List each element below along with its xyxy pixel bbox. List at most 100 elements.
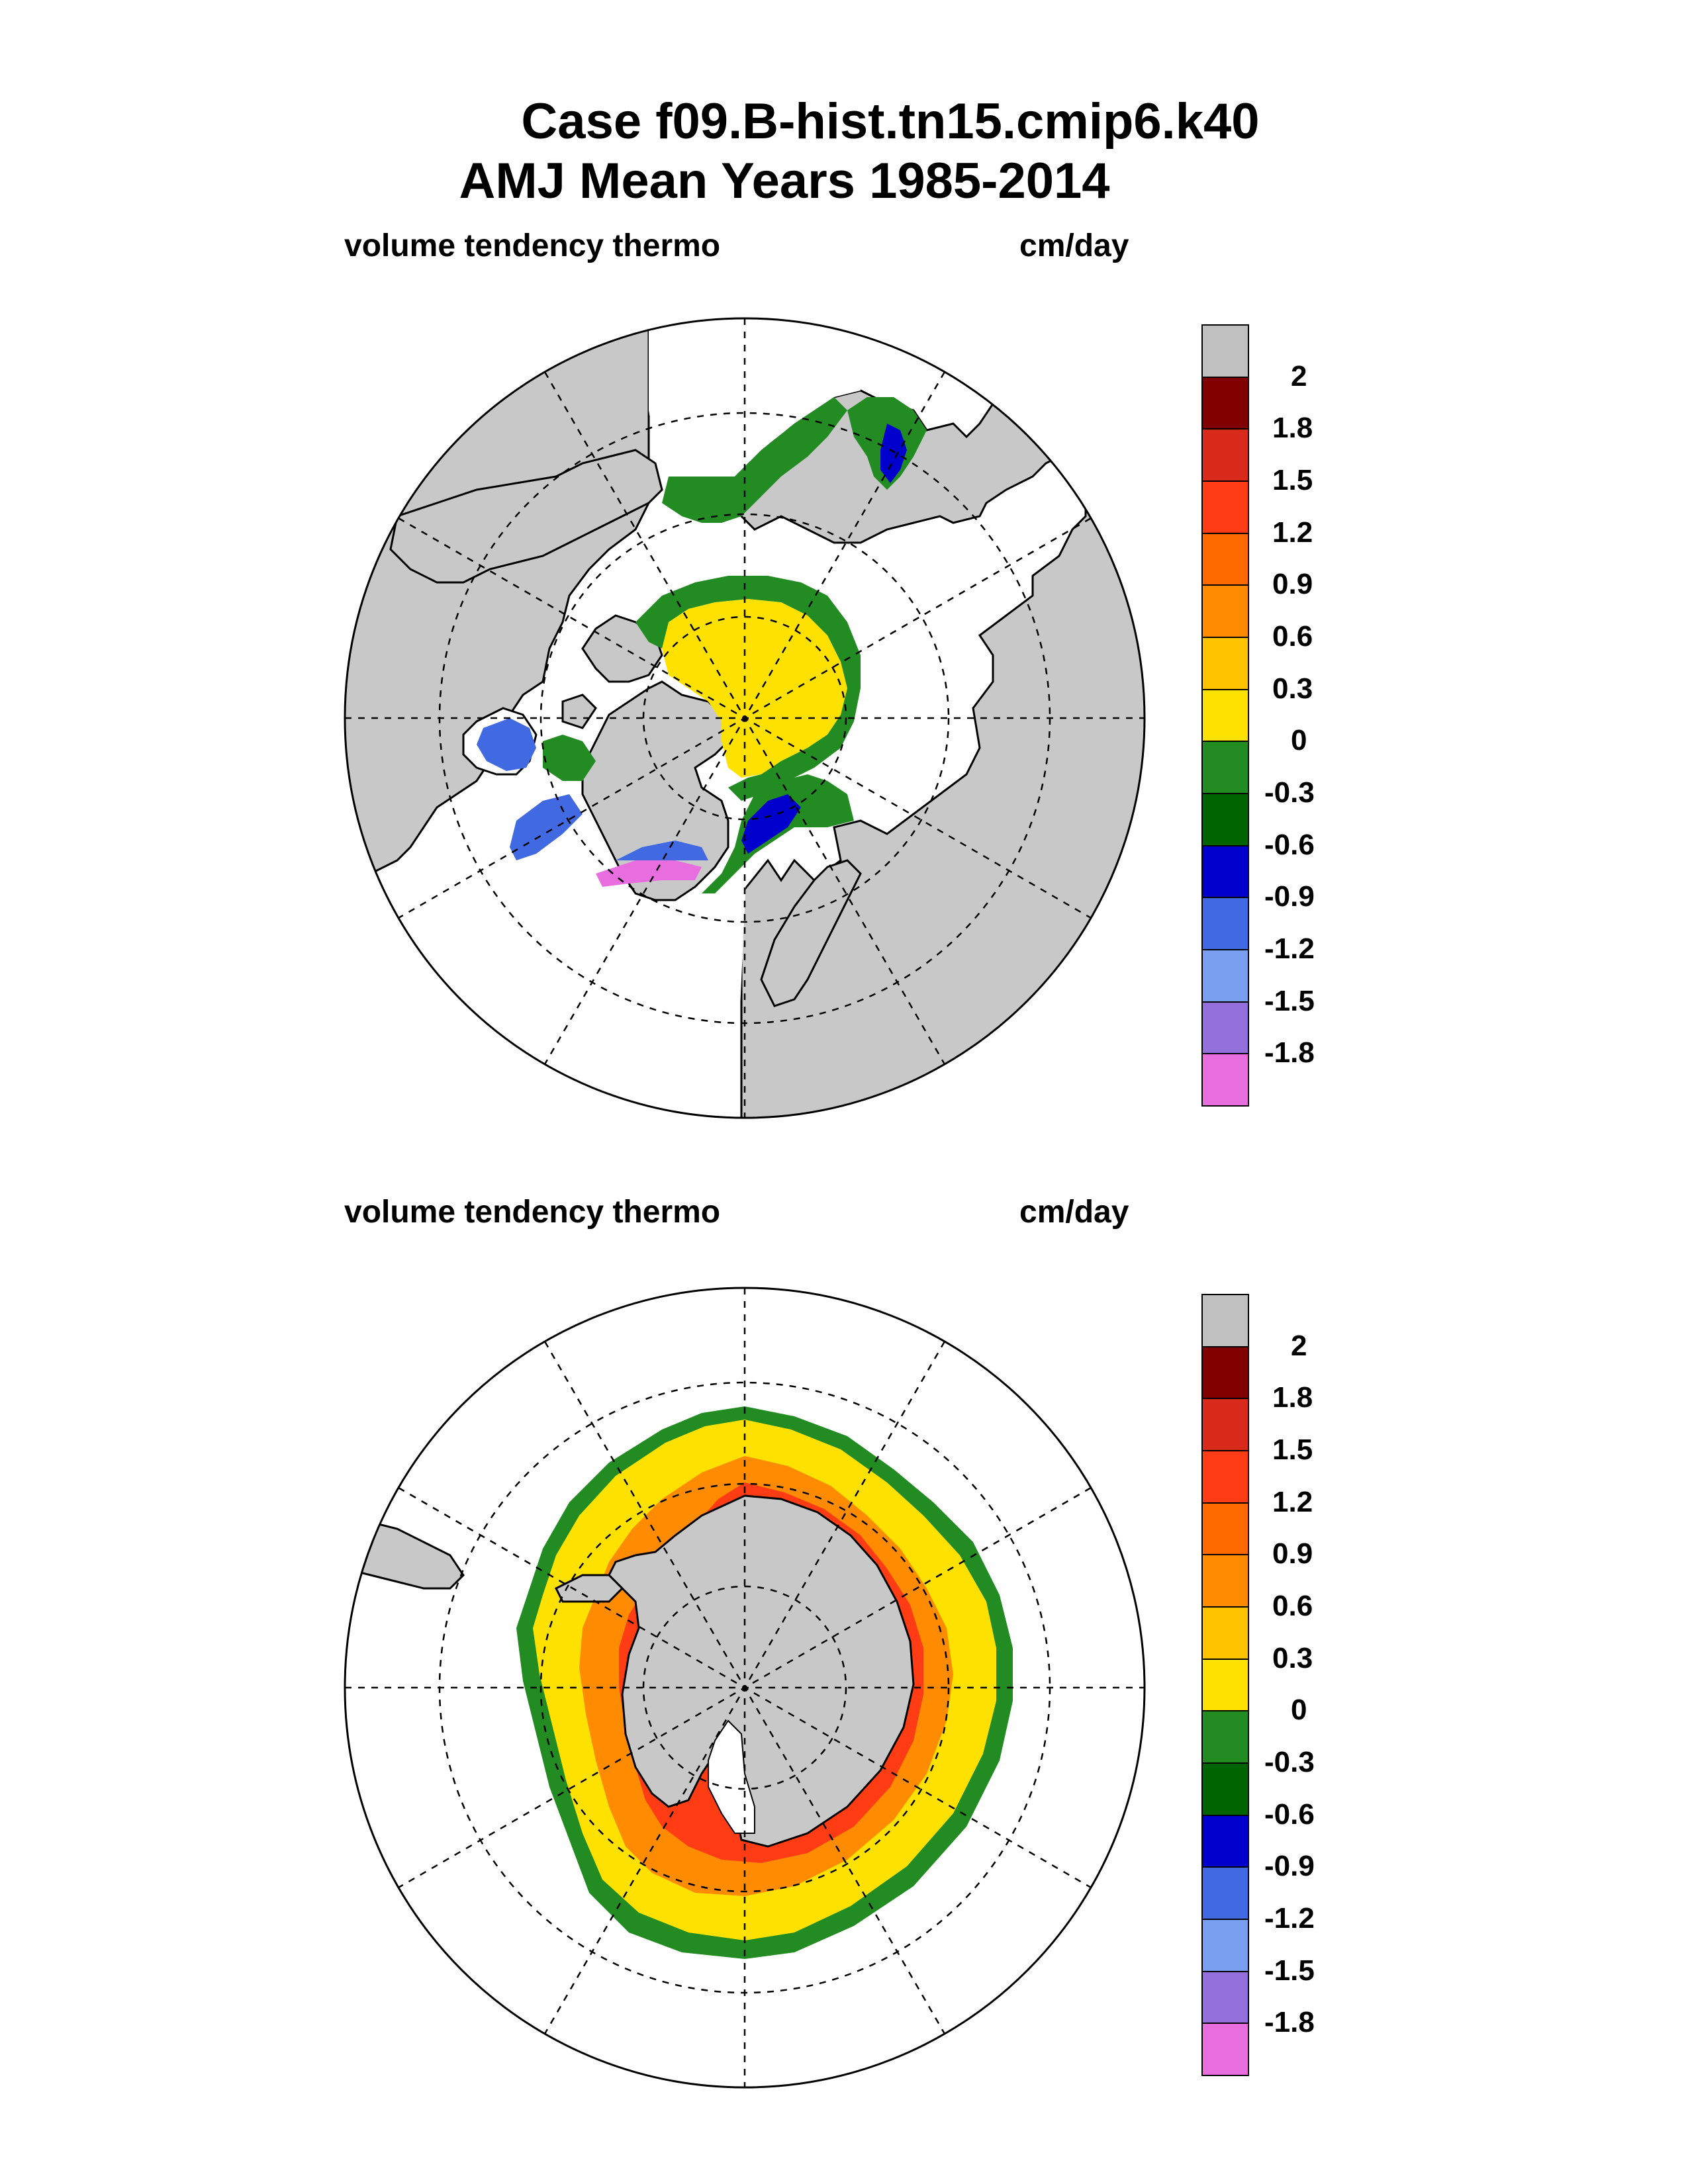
colorbar-south-swatch (1201, 1398, 1249, 1451)
colorbar-south (1201, 1294, 1249, 2076)
south-ocean-weddell-sea (708, 1719, 755, 1834)
north-ice-hudson-blue (477, 718, 536, 771)
north-gridlines (345, 318, 1145, 1118)
colorbar-north-tick-label: -0.6 (1264, 828, 1315, 861)
colorbar-north (1201, 324, 1249, 1107)
colorbar-south-swatch (1201, 1606, 1249, 1660)
south-map-content (345, 1288, 1145, 2087)
colorbar-south-swatch (1201, 1294, 1249, 1347)
colorbar-north-tick-label: 2 (1291, 359, 1307, 392)
colorbar-north-swatch (1201, 376, 1249, 430)
colorbar-north-tick-label: 0 (1291, 724, 1307, 757)
north-map-content (345, 318, 1145, 1118)
colorbar-north-tick-label: -0.9 (1264, 880, 1315, 913)
north-land-eurasia (727, 389, 1145, 1118)
colorbar-south-tick-label: -1.5 (1264, 1954, 1315, 1987)
colorbar-north-tick-label: -0.3 (1264, 776, 1315, 809)
colorbar-north-tick-label: 0.6 (1272, 620, 1313, 653)
north-ice-labrador-green (543, 735, 596, 781)
south-map-border (344, 1287, 1146, 2089)
north-ice-okhotsk-green (847, 397, 927, 490)
colorbar-south-swatch (1201, 1970, 1249, 2025)
north-map-border (344, 317, 1146, 1119)
colorbar-north-swatch (1201, 844, 1249, 899)
panel-south-units-label: cm/day (1019, 1195, 1129, 1230)
colorbar-north-tick-label: -1.2 (1264, 933, 1315, 965)
north-ice-green-ring (635, 576, 861, 801)
north-ice-central-arctic (662, 599, 847, 778)
colorbar-north-tick-label: 1.5 (1272, 464, 1313, 496)
panel-south-variable-label: volume tendency thermo (344, 1195, 721, 1230)
north-ocean-atlantic (530, 834, 748, 1118)
south-land-south-america (345, 1507, 465, 1590)
colorbar-south-tick-label: 1.2 (1272, 1485, 1313, 1518)
colorbar-north-swatch (1201, 1001, 1249, 1055)
colorbar-north-tick-label: 0.3 (1272, 672, 1313, 705)
north-ice-okhotsk-blue (880, 424, 907, 483)
colorbar-south-swatch (1201, 1866, 1249, 1920)
north-ice-greenland-sea-blue (741, 794, 801, 854)
colorbar-south-tick-label: -0.9 (1264, 1850, 1315, 1883)
colorbar-south-tick-label: -0.3 (1264, 1746, 1315, 1778)
colorbar-south-swatch (1201, 1502, 1249, 1556)
north-land-greenland (581, 680, 729, 901)
colorbar-south-swatch (1201, 1554, 1249, 1608)
colorbar-north-swatch (1201, 532, 1249, 586)
north-ice-labrador-blue (510, 794, 583, 860)
south-land-peninsula (554, 1574, 624, 1603)
south-ice-red-rim (619, 1482, 923, 1863)
colorbar-north-tick-label: -1.5 (1264, 984, 1315, 1017)
south-ice-outer-green (516, 1406, 1013, 1959)
colorbar-north-tick-label: 0.9 (1272, 568, 1313, 601)
colorbar-north-swatch (1201, 584, 1249, 638)
south-ice-yellow (533, 1420, 996, 1940)
colorbar-south-tick-label: 1.5 (1272, 1433, 1313, 1466)
colorbar-south-tick-label: 0.3 (1272, 1641, 1313, 1674)
north-ocean-hudson-bay (462, 707, 538, 776)
colorbar-south-swatch (1201, 1345, 1249, 1400)
north-ice-denmark-strait-pink (596, 860, 702, 887)
north-land-scandinavia (760, 859, 862, 1007)
figure-title-line1: Case f09.B-hist.tn15.cmip6.k40 (521, 93, 1260, 150)
north-land-archipelago (581, 614, 663, 683)
north-land-alaska (389, 449, 663, 584)
north-ice-baffin-blue (616, 841, 708, 860)
north-ice-greenland-sea-green (702, 774, 854, 893)
north-ice-bering-green (662, 397, 847, 523)
south-gridlines (345, 1288, 1145, 2087)
colorbar-north-swatch (1201, 428, 1249, 482)
colorbar-south-swatch (1201, 1658, 1249, 1712)
colorbar-south-swatch (1201, 1814, 1249, 1868)
colorbar-north-swatch (1201, 897, 1249, 950)
south-ice-orange (579, 1456, 953, 1896)
colorbar-north-swatch (1201, 324, 1249, 378)
colorbar-north-tick-label: 1.2 (1272, 516, 1313, 549)
colorbar-north-swatch (1201, 637, 1249, 690)
colorbar-south-tick-label: 0.9 (1272, 1537, 1313, 1570)
colorbar-south-swatch (1201, 1450, 1249, 1504)
colorbar-south-tick-label: 1.8 (1272, 1381, 1313, 1414)
colorbar-south-tick-label: 0 (1291, 1694, 1307, 1727)
colorbar-north-swatch (1201, 1053, 1249, 1107)
colorbar-south-swatch (1201, 2023, 1249, 2076)
colorbar-south-tick-label: 0.6 (1272, 1590, 1313, 1622)
panel-north-units-label: cm/day (1019, 228, 1129, 263)
colorbar-north-tick-label: -1.8 (1264, 1036, 1315, 1069)
colorbar-south-tick-label: -0.6 (1264, 1797, 1315, 1831)
colorbar-south-tick-label: -1.8 (1264, 2006, 1315, 2039)
colorbar-north-swatch (1201, 480, 1249, 534)
colorbar-north-swatch (1201, 949, 1249, 1003)
north-land-north-america (345, 318, 650, 882)
colorbar-north-swatch (1201, 688, 1249, 743)
colorbar-south-swatch (1201, 1919, 1249, 1972)
south-land-antarctica (608, 1494, 915, 1848)
panel-north-variable-label: volume tendency thermo (344, 228, 721, 263)
colorbar-south-swatch (1201, 1710, 1249, 1764)
figure-title-line2: AMJ Mean Years 1985-2014 (459, 153, 1110, 209)
colorbar-north-swatch (1201, 793, 1249, 846)
colorbar-south-tick-label: 2 (1291, 1329, 1307, 1362)
colorbar-north-swatch (1201, 741, 1249, 794)
colorbar-north-tick-label: 1.8 (1272, 412, 1313, 445)
colorbar-south-swatch (1201, 1762, 1249, 1816)
